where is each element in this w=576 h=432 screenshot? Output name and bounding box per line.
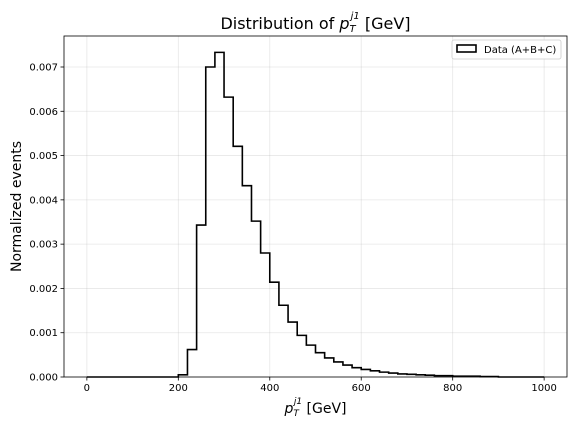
legend-box — [451, 39, 562, 60]
y-axis-ticks: 0.000 0.001 0.002 0.003 0.004 0.005 0.006 0.007 — [29, 63, 64, 384]
x-tick-label: 0 — [84, 383, 90, 394]
x-tick-label: 1000 — [531, 383, 556, 394]
y-tick-label: 0.007 — [29, 63, 58, 74]
legend: Data (A+B+C) — [451, 39, 562, 60]
x-tick-label: 200 — [169, 383, 188, 394]
x-axis-title: pTj1 [GeV] — [283, 397, 346, 419]
y-tick-label: 0.000 — [29, 373, 58, 384]
y-axis-title: Normalized events — [9, 141, 25, 272]
grid-lines — [64, 36, 567, 378]
y-tick-label: 0.006 — [29, 107, 58, 118]
y-tick-label: 0.002 — [29, 284, 58, 295]
x-tick-label: 400 — [260, 383, 279, 394]
y-tick-label: 0.001 — [29, 328, 58, 339]
legend-swatch — [456, 44, 477, 53]
histogram-step-line — [86, 51, 545, 378]
legend-label: Data (A+B+C) — [484, 45, 556, 56]
y-tick-label: 0.004 — [29, 195, 58, 206]
x-tick-label: 800 — [443, 383, 462, 394]
x-tick-label: 600 — [352, 383, 371, 394]
x-axis-ticks: 0 200 400 600 800 1000 — [84, 377, 557, 394]
y-tick-label: 0.003 — [29, 240, 58, 251]
plot-frame — [63, 35, 568, 378]
chart-title: Distribution of pTj1 [GeV] — [220, 11, 410, 35]
y-tick-label: 0.005 — [29, 151, 58, 162]
